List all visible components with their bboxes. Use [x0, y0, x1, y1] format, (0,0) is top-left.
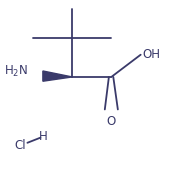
Text: OH: OH [142, 48, 160, 61]
Text: Cl: Cl [14, 139, 26, 152]
Text: H: H [38, 130, 47, 143]
Text: O: O [107, 115, 116, 128]
Polygon shape [43, 71, 72, 81]
Text: H$_2$N: H$_2$N [4, 64, 28, 79]
